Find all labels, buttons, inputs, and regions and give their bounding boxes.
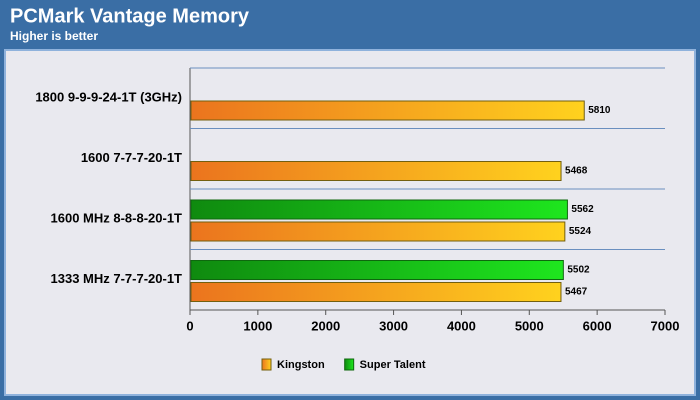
x-tick-label: 2000 <box>311 318 340 333</box>
legend-label: Kingston <box>277 359 325 371</box>
x-tick-label: 0 <box>186 318 193 333</box>
y-tick-label: 1800 9-9-9-24-1T (3GHz) <box>35 90 182 105</box>
x-tick-label: 6000 <box>583 318 612 333</box>
value-label: 5502 <box>567 265 590 276</box>
bar <box>190 100 585 121</box>
x-tick-label: 3000 <box>379 318 408 333</box>
chart-subtitle: Higher is better <box>10 29 98 43</box>
value-label: 5467 <box>565 287 588 298</box>
bar <box>190 161 562 181</box>
y-tick-label: 1600 7-7-7-20-1T <box>81 150 182 165</box>
y-tick-label: 1600 MHz 8-8-8-20-1T <box>51 211 183 226</box>
value-label: 5468 <box>565 166 588 177</box>
value-label: 5562 <box>571 204 594 215</box>
x-tick-label: 7000 <box>651 318 680 333</box>
x-tick-label: 1000 <box>243 318 272 333</box>
bar <box>190 199 568 220</box>
legend-swatch <box>344 358 355 371</box>
y-tick-label: 1333 MHz 7-7-7-20-1T <box>51 271 183 286</box>
x-tick-label: 4000 <box>447 318 476 333</box>
value-label: 5810 <box>588 105 611 116</box>
bar <box>190 221 566 242</box>
legend-swatch <box>261 358 272 371</box>
x-tick-label: 5000 <box>515 318 544 333</box>
bar <box>190 260 564 280</box>
legend-label: Super Talent <box>360 359 426 371</box>
chart-title: PCMark Vantage Memory <box>10 5 250 27</box>
bar <box>190 282 562 302</box>
value-label: 5524 <box>569 226 592 237</box>
